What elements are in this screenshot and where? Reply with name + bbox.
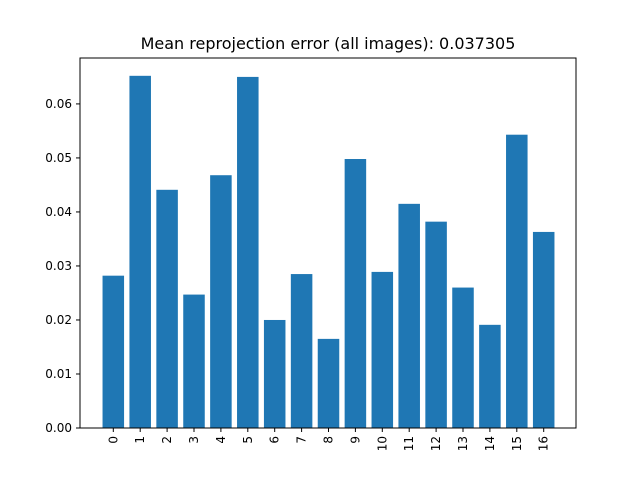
x-tick-label-7: 7	[295, 436, 309, 444]
y-tick-label-0.05: 0.05	[45, 151, 72, 165]
x-axis: 0 1 2 3 4 5 6 7 8 9 10 11 12 13 14 15 16	[106, 428, 551, 451]
y-tick-label-0.00: 0.00	[45, 421, 72, 435]
x-tick-label-16: 16	[537, 436, 551, 451]
plot-frame	[79, 57, 577, 429]
x-tick-label-2: 2	[160, 436, 174, 444]
y-tick-label-0.01: 0.01	[45, 367, 72, 381]
y-tick-label-0.02: 0.02	[45, 313, 72, 327]
bar-15	[506, 134, 528, 428]
x-tick-label-9: 9	[348, 436, 362, 444]
bar-4	[210, 175, 232, 428]
x-tick-label-11: 11	[402, 436, 416, 451]
x-tick-label-0: 0	[106, 436, 120, 444]
bar-8	[317, 338, 340, 428]
x-tick-label-8: 8	[322, 436, 336, 444]
x-tick-label-5: 5	[241, 436, 255, 444]
bar-0	[102, 275, 125, 428]
x-tick-label-13: 13	[456, 436, 470, 451]
chart-title: Mean reprojection error (all images): 0.…	[141, 34, 516, 53]
bar-11	[398, 203, 420, 428]
x-tick-label-15: 15	[510, 436, 524, 451]
bar-2	[156, 189, 178, 428]
bar-7	[290, 274, 313, 428]
bar-9	[344, 159, 367, 428]
bar-5	[237, 76, 259, 428]
bars-group	[102, 75, 555, 428]
x-tick-label-3: 3	[187, 436, 201, 444]
bar-16	[532, 231, 555, 428]
x-tick-label-10: 10	[375, 436, 389, 451]
y-tick-label-0.04: 0.04	[45, 205, 72, 219]
bar-14	[479, 324, 501, 428]
x-tick-label-4: 4	[214, 436, 228, 444]
x-tick-label-12: 12	[429, 436, 443, 451]
y-axis: 0.00 0.01 0.02 0.03 0.04 0.05 0.06	[45, 97, 80, 435]
x-tick-label-14: 14	[483, 436, 497, 451]
bar-12	[425, 221, 447, 428]
y-tick-label-0.06: 0.06	[45, 97, 72, 111]
y-tick-label-0.03: 0.03	[45, 259, 72, 273]
bar-1	[129, 75, 151, 428]
bar-13	[452, 287, 474, 428]
bar-10	[371, 271, 394, 428]
bar-6	[263, 319, 286, 428]
bar-3	[183, 294, 205, 428]
x-tick-label-1: 1	[133, 436, 147, 444]
x-tick-label-6: 6	[268, 436, 282, 444]
